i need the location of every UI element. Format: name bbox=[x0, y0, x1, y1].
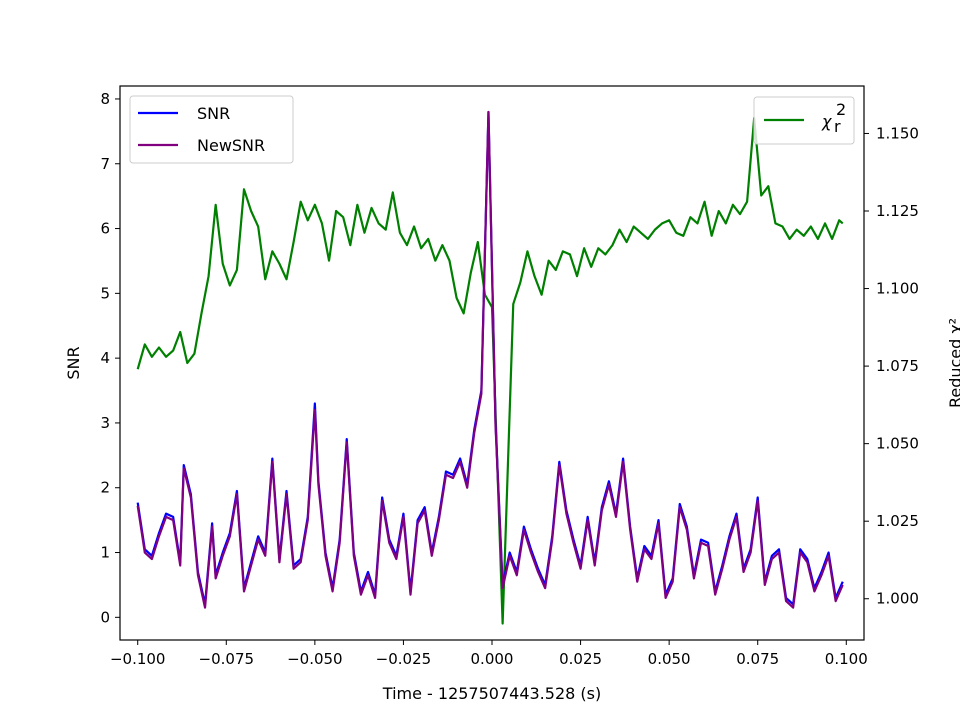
y-left-tick-label: 7 bbox=[100, 155, 110, 173]
y-axis-left-label: SNR bbox=[64, 346, 83, 379]
legend-snr-label: SNR bbox=[197, 104, 230, 123]
legend-chisq-subscript: r bbox=[834, 117, 841, 136]
x-tick-label: 0.000 bbox=[471, 650, 514, 668]
legend-right: χ r 2 bbox=[753, 96, 855, 145]
y-right-tick-label: 1.150 bbox=[876, 124, 919, 142]
y-right-tick-label: 1.100 bbox=[876, 280, 919, 298]
y-right-tick-label: 1.050 bbox=[876, 435, 919, 453]
y-left-tick-label: 1 bbox=[100, 544, 110, 562]
x-tick-label: 0.075 bbox=[736, 650, 779, 668]
y-right-tick-label: 1.075 bbox=[876, 357, 919, 375]
legend-newsnr-label: NewSNR bbox=[197, 136, 265, 155]
y-right-tick-label: 1.000 bbox=[876, 590, 919, 608]
x-axis: −0.100 −0.075 −0.050 −0.025 0.000 0.025 0.050 0… bbox=[110, 640, 868, 668]
y-left-tick-label: 4 bbox=[100, 349, 110, 367]
x-tick-label: 0.025 bbox=[559, 650, 602, 668]
x-tick-label: −0.075 bbox=[199, 650, 255, 668]
legend-chisq-superscript: 2 bbox=[836, 100, 846, 119]
y-left-tick-label: 6 bbox=[100, 220, 110, 238]
x-tick-label: −0.025 bbox=[376, 650, 432, 668]
y-left-tick-label: 8 bbox=[100, 90, 110, 108]
y-axis-right-label: Reduced χ² bbox=[946, 318, 960, 408]
legend-left: SNR NewSNR bbox=[129, 95, 294, 164]
y-right-tick-label: 1.025 bbox=[876, 512, 919, 530]
y-left-tick-label: 0 bbox=[100, 608, 110, 626]
legend-chisq-symbol: χ bbox=[821, 112, 832, 131]
series-layer bbox=[136, 110, 844, 625]
y-right-tick-label: 1.125 bbox=[876, 202, 919, 220]
x-tick-label: 0.100 bbox=[825, 650, 868, 668]
x-tick-label: −0.100 bbox=[110, 650, 166, 668]
x-tick-label: 0.050 bbox=[648, 650, 691, 668]
y-axis-right: 1.000 1.025 1.050 1.075 1.100 1.125 1.150 bbox=[864, 124, 919, 608]
x-axis-label: Time - 1257507443.528 (s) bbox=[382, 684, 601, 703]
y-left-tick-label: 3 bbox=[100, 414, 110, 432]
newsnr-line bbox=[136, 110, 844, 609]
chisq-line bbox=[136, 116, 844, 625]
y-left-tick-label: 2 bbox=[100, 479, 110, 497]
x-tick-label: −0.050 bbox=[287, 650, 343, 668]
y-axis-left: 0 1 2 3 4 5 6 7 8 bbox=[100, 90, 120, 626]
y-left-tick-label: 5 bbox=[100, 284, 110, 302]
